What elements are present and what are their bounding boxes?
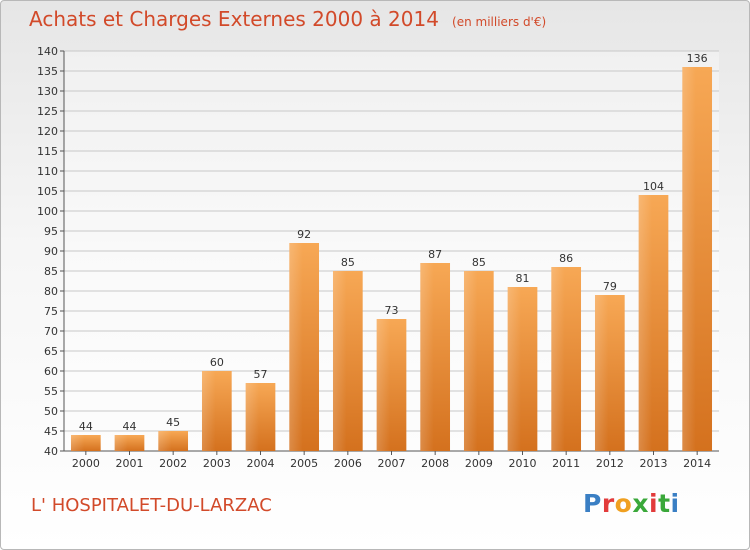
bar-highlight xyxy=(201,371,216,451)
x-tick-label-2008: 2008 xyxy=(421,457,449,470)
value-label-2011: 86 xyxy=(559,252,573,265)
value-label-2013: 104 xyxy=(643,180,664,193)
x-tick-label-2014: 2014 xyxy=(683,457,711,470)
logo-letter: P xyxy=(583,489,602,518)
bar-highlight xyxy=(463,271,478,451)
y-tick-label: 120 xyxy=(37,125,58,138)
bar-highlight xyxy=(70,435,85,451)
y-tick-label: 65 xyxy=(44,345,58,358)
x-tick-label-2000: 2000 xyxy=(72,457,100,470)
bar-highlight xyxy=(507,287,522,451)
bar-highlight xyxy=(638,195,653,451)
bar-highlight xyxy=(420,263,434,451)
commune-name: L' HOSPITALET-DU-LARZAC xyxy=(31,495,272,516)
y-tick-label: 115 xyxy=(37,145,58,158)
y-tick-label: 55 xyxy=(44,385,58,398)
bar-layer xyxy=(70,67,713,451)
bar-highlight xyxy=(245,383,260,451)
y-tick-label: 50 xyxy=(44,405,58,418)
chart-subtitle: (en milliers d'€) xyxy=(452,15,547,29)
logo-letter: t xyxy=(658,489,671,518)
logo-letter: i xyxy=(670,489,680,518)
y-tick-label: 70 xyxy=(44,325,58,338)
x-tick-label-2013: 2013 xyxy=(640,457,668,470)
x-tick-label-2005: 2005 xyxy=(290,457,318,470)
y-tick-label: 100 xyxy=(37,205,58,218)
bar-highlight xyxy=(551,267,565,451)
y-tick-label: 125 xyxy=(37,105,58,118)
axis-layer: 40 45 50 55 60 65 70 75 80 85 90 95 100 105 110 115 120 1… xyxy=(37,45,719,458)
chart-title: Achats et Charges Externes 2000 à 2014 xyxy=(29,7,439,31)
bar-highlight xyxy=(158,431,172,451)
value-label-2004: 57 xyxy=(254,368,268,381)
y-tick-label: 40 xyxy=(44,445,58,458)
value-label-2008: 87 xyxy=(428,248,442,261)
y-tick-label: 95 xyxy=(44,225,58,238)
x-tick-label-2012: 2012 xyxy=(596,457,624,470)
x-tick-label-2002: 2002 xyxy=(159,457,187,470)
y-tick-label: 140 xyxy=(37,45,58,58)
x-tick-label-2011: 2011 xyxy=(552,457,580,470)
logo-letter: i xyxy=(649,489,659,518)
value-label-2001: 44 xyxy=(123,420,137,433)
logo-letter: x xyxy=(632,489,649,518)
logo-letter: o xyxy=(614,489,633,518)
y-tick-label: 80 xyxy=(44,285,58,298)
bar-highlight xyxy=(114,435,129,451)
x-tick-label-2010: 2010 xyxy=(509,457,537,470)
y-tick-label: 85 xyxy=(44,265,58,278)
value-label-2005: 92 xyxy=(297,228,311,241)
y-tick-label: 105 xyxy=(37,185,58,198)
x-tick-label-2009: 2009 xyxy=(465,457,493,470)
x-tick-label-2006: 2006 xyxy=(334,457,362,470)
x-tick-label-2004: 2004 xyxy=(247,457,275,470)
bar-highlight xyxy=(594,295,609,451)
value-label-2000: 44 xyxy=(79,420,93,433)
x-tick-label-2003: 2003 xyxy=(203,457,231,470)
value-label-2012: 79 xyxy=(603,280,617,293)
value-label-2003: 60 xyxy=(210,356,224,369)
y-tick-label: 135 xyxy=(37,65,58,78)
value-label-2014: 136 xyxy=(687,52,708,65)
bar-highlight xyxy=(376,319,391,451)
chart-title-row: Achats et Charges Externes 2000 à 2014 (… xyxy=(29,7,546,31)
value-label-2002: 45 xyxy=(166,416,180,429)
x-tick-label-2001: 2001 xyxy=(116,457,144,470)
label-layer: 44 2000 44 2001 45 2002 60 2003 57 2004 92 2005 85 20… xyxy=(72,52,711,470)
y-tick-label: 110 xyxy=(37,165,58,178)
bar-highlight xyxy=(289,243,303,451)
y-tick-label: 60 xyxy=(44,365,58,378)
y-tick-label: 45 xyxy=(44,425,58,438)
logo-letter: r xyxy=(601,489,615,518)
value-label-2006: 85 xyxy=(341,256,355,269)
y-tick-label: 75 xyxy=(44,305,58,318)
y-tick-label: 130 xyxy=(37,85,58,98)
value-label-2010: 81 xyxy=(516,272,530,285)
bar-highlight xyxy=(332,271,347,451)
value-label-2007: 73 xyxy=(385,304,399,317)
bar-highlight xyxy=(682,67,696,451)
x-tick-label-2007: 2007 xyxy=(378,457,406,470)
value-label-2009: 85 xyxy=(472,256,486,269)
proxiti-logo[interactable]: Proxiti xyxy=(583,489,680,518)
y-tick-label: 90 xyxy=(44,245,58,258)
